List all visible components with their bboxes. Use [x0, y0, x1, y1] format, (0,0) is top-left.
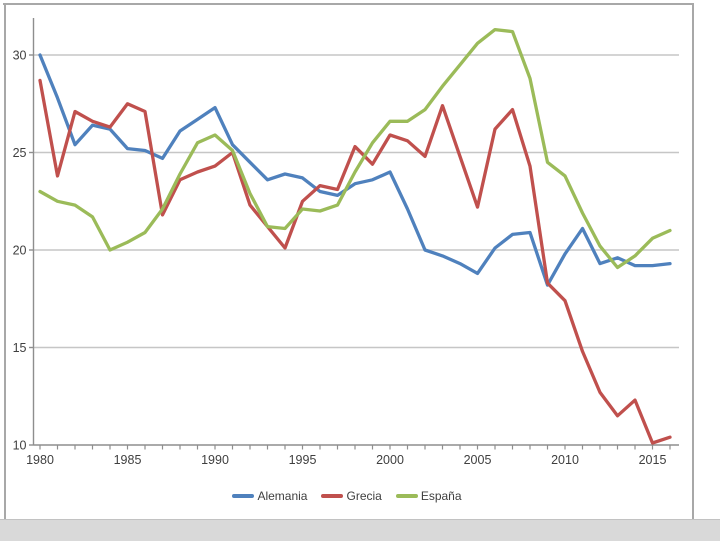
- legend-item-alemania: Alemania: [232, 489, 307, 503]
- x-axis-label-1995: 1995: [289, 453, 317, 467]
- frame-right-border: [692, 3, 694, 519]
- legend-label-espana: España: [420, 489, 462, 503]
- frame-left-border: [4, 3, 6, 519]
- y-axis-label-15: 15: [13, 341, 27, 355]
- x-axis-label-1985: 1985: [114, 453, 142, 467]
- x-axis-label-1980: 1980: [26, 453, 54, 467]
- bottom-scroll-bar: [0, 519, 720, 541]
- y-axis-label-30: 30: [13, 49, 27, 63]
- y-axis-label-25: 25: [13, 146, 27, 160]
- legend-item-espana: España: [395, 489, 462, 503]
- espana-line-marker-icon: [395, 494, 418, 498]
- x-axis-label-2005: 2005: [464, 453, 492, 467]
- frame-top-border: [3, 3, 694, 5]
- series-line-alemania: [38, 53, 672, 287]
- x-axis-label-1990: 1990: [201, 453, 229, 467]
- series-line-grecia: [38, 78, 672, 445]
- x-axis-label-2010: 2010: [551, 453, 579, 467]
- x-axis-label-2000: 2000: [376, 453, 404, 467]
- alemania-line-marker-icon: [232, 494, 255, 498]
- chart-legend: Alemania Grecia España: [0, 484, 694, 508]
- y-axis-label-20: 20: [13, 244, 27, 258]
- y-axis-label-10: 10: [13, 439, 27, 453]
- legend-label-grecia: Grecia: [346, 489, 382, 503]
- series-line-españa: [38, 27, 672, 270]
- grecia-line-marker-icon: [321, 494, 344, 498]
- legend-label-alemania: Alemania: [257, 489, 308, 503]
- legend-item-grecia: Grecia: [321, 489, 382, 503]
- x-axis-label-2015: 2015: [639, 453, 667, 467]
